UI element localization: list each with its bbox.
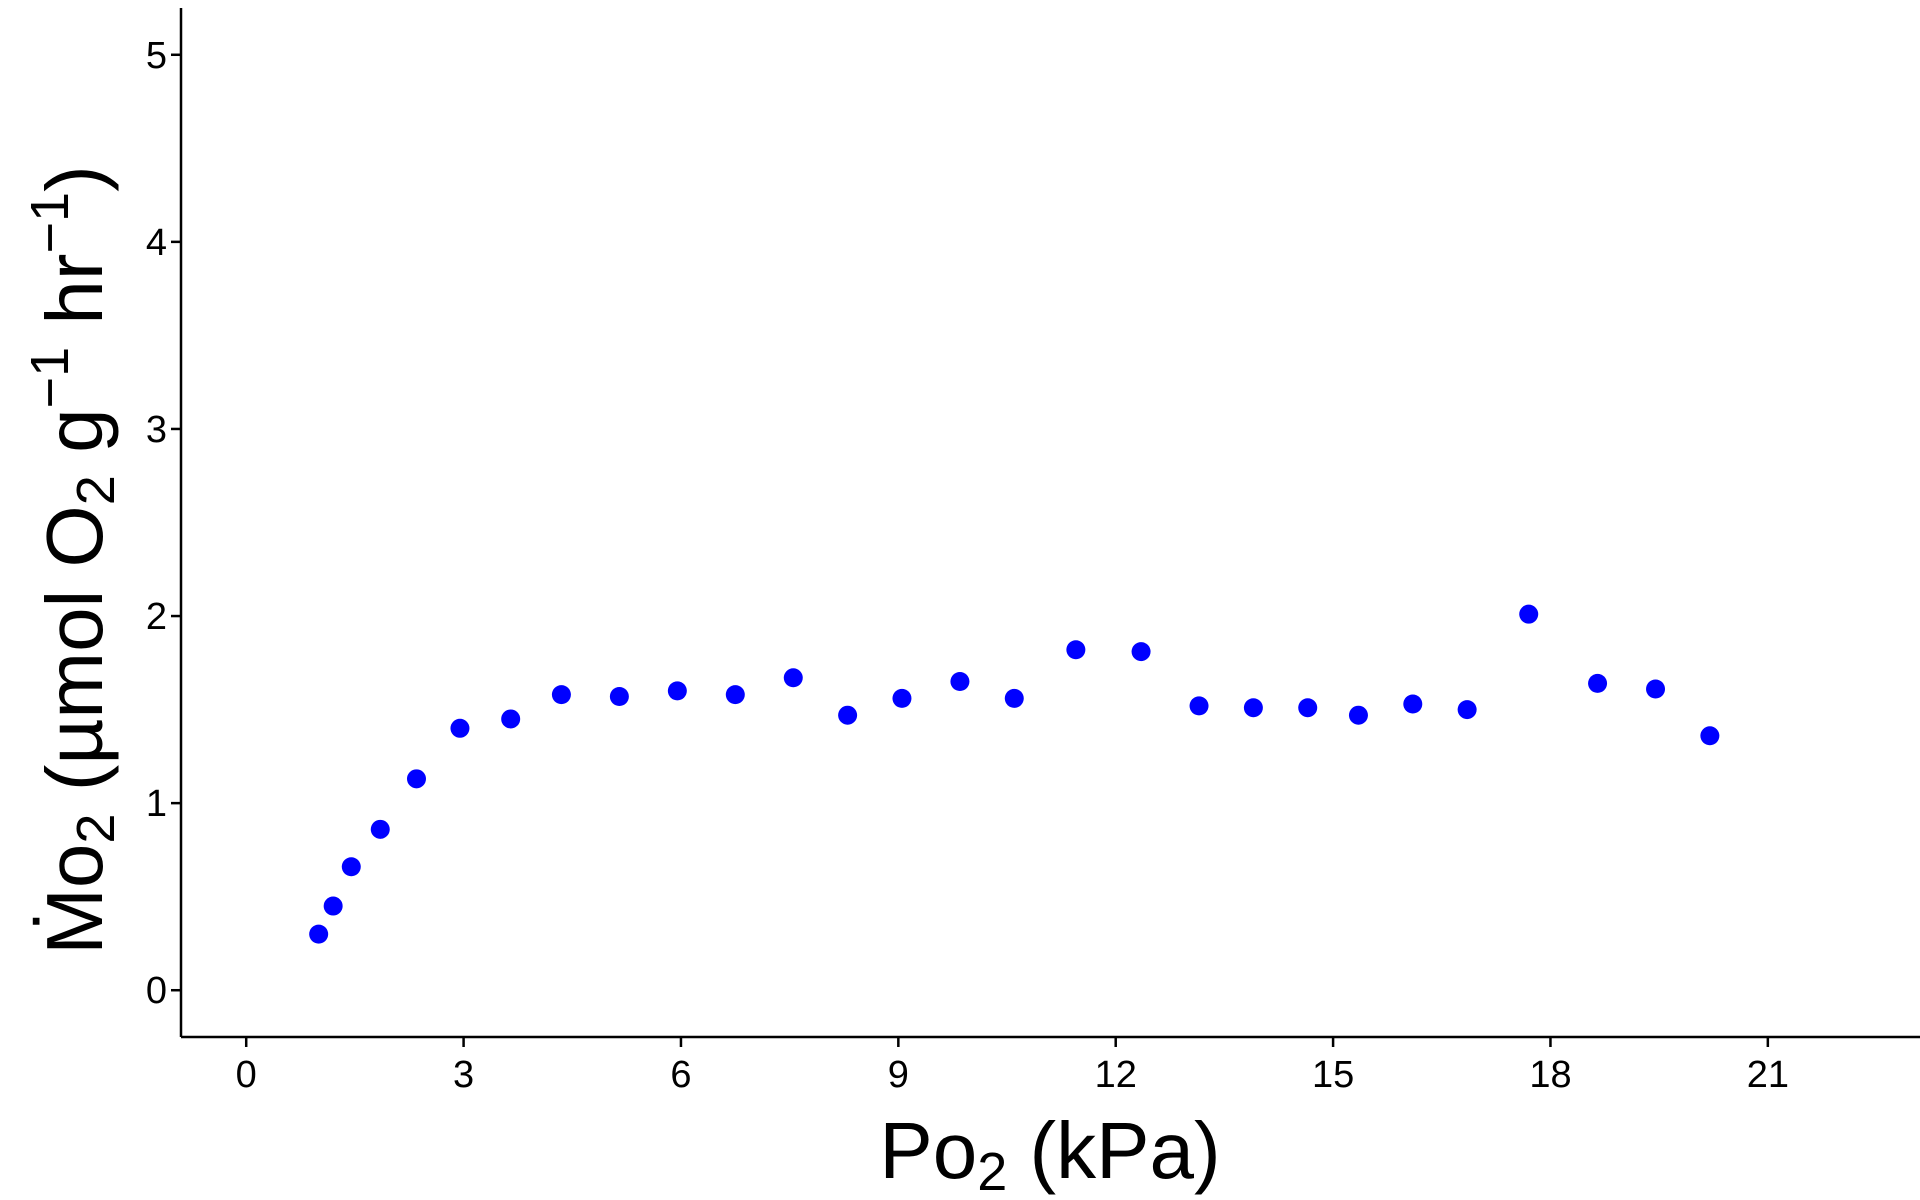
data-point <box>1646 679 1666 699</box>
data-point <box>838 705 858 725</box>
data-point <box>1131 642 1151 662</box>
y-tick-label: 5 <box>146 35 167 77</box>
data-point <box>667 681 687 701</box>
x-tick-label: 12 <box>1095 1054 1137 1096</box>
data-point <box>1700 726 1720 746</box>
data-point <box>551 685 571 705</box>
data-point <box>1066 640 1086 660</box>
data-point <box>501 709 521 729</box>
data-point <box>783 668 803 688</box>
data-point <box>370 819 390 839</box>
y-tick-label: 4 <box>146 222 167 264</box>
y-axis-title: Ṁo2 (µmol O2 g−1 hr−1) <box>20 165 126 954</box>
y-tick-label: 3 <box>146 409 167 451</box>
data-point <box>725 685 745 705</box>
data-point <box>1243 698 1263 718</box>
axes <box>179 8 1920 1039</box>
y-ticks: 0 1 2 3 4 5 <box>146 35 181 1012</box>
data-point <box>950 672 970 692</box>
x-tick-label: 6 <box>670 1054 691 1096</box>
data-point <box>1004 688 1024 708</box>
data-point <box>323 896 343 916</box>
x-tick-label: 3 <box>453 1054 474 1096</box>
x-tick-label: 15 <box>1312 1054 1354 1096</box>
x-tick-label: 9 <box>888 1054 909 1096</box>
x-tick-label: 21 <box>1747 1054 1789 1096</box>
data-points <box>309 604 1720 944</box>
data-point <box>406 769 426 789</box>
data-point <box>341 857 361 877</box>
data-point <box>609 686 629 706</box>
data-point <box>1403 694 1423 714</box>
y-tick-label: 1 <box>146 783 167 825</box>
y-tick-label: 0 <box>146 970 167 1012</box>
data-point <box>892 688 912 708</box>
data-point <box>1457 700 1477 720</box>
data-point <box>309 924 329 944</box>
data-point <box>450 718 470 738</box>
data-point <box>1519 604 1539 624</box>
y-tick-label: 2 <box>146 596 167 638</box>
x-tick-label: 18 <box>1529 1054 1571 1096</box>
data-point <box>1298 698 1318 718</box>
data-point <box>1588 673 1608 693</box>
data-point <box>1348 705 1368 725</box>
x-tick-label: 0 <box>236 1054 257 1096</box>
x-axis-title: Po2 (kPa) <box>879 1106 1220 1200</box>
x-ticks: 0 3 6 9 12 15 18 21 <box>236 1037 1789 1096</box>
data-point <box>1189 696 1209 716</box>
